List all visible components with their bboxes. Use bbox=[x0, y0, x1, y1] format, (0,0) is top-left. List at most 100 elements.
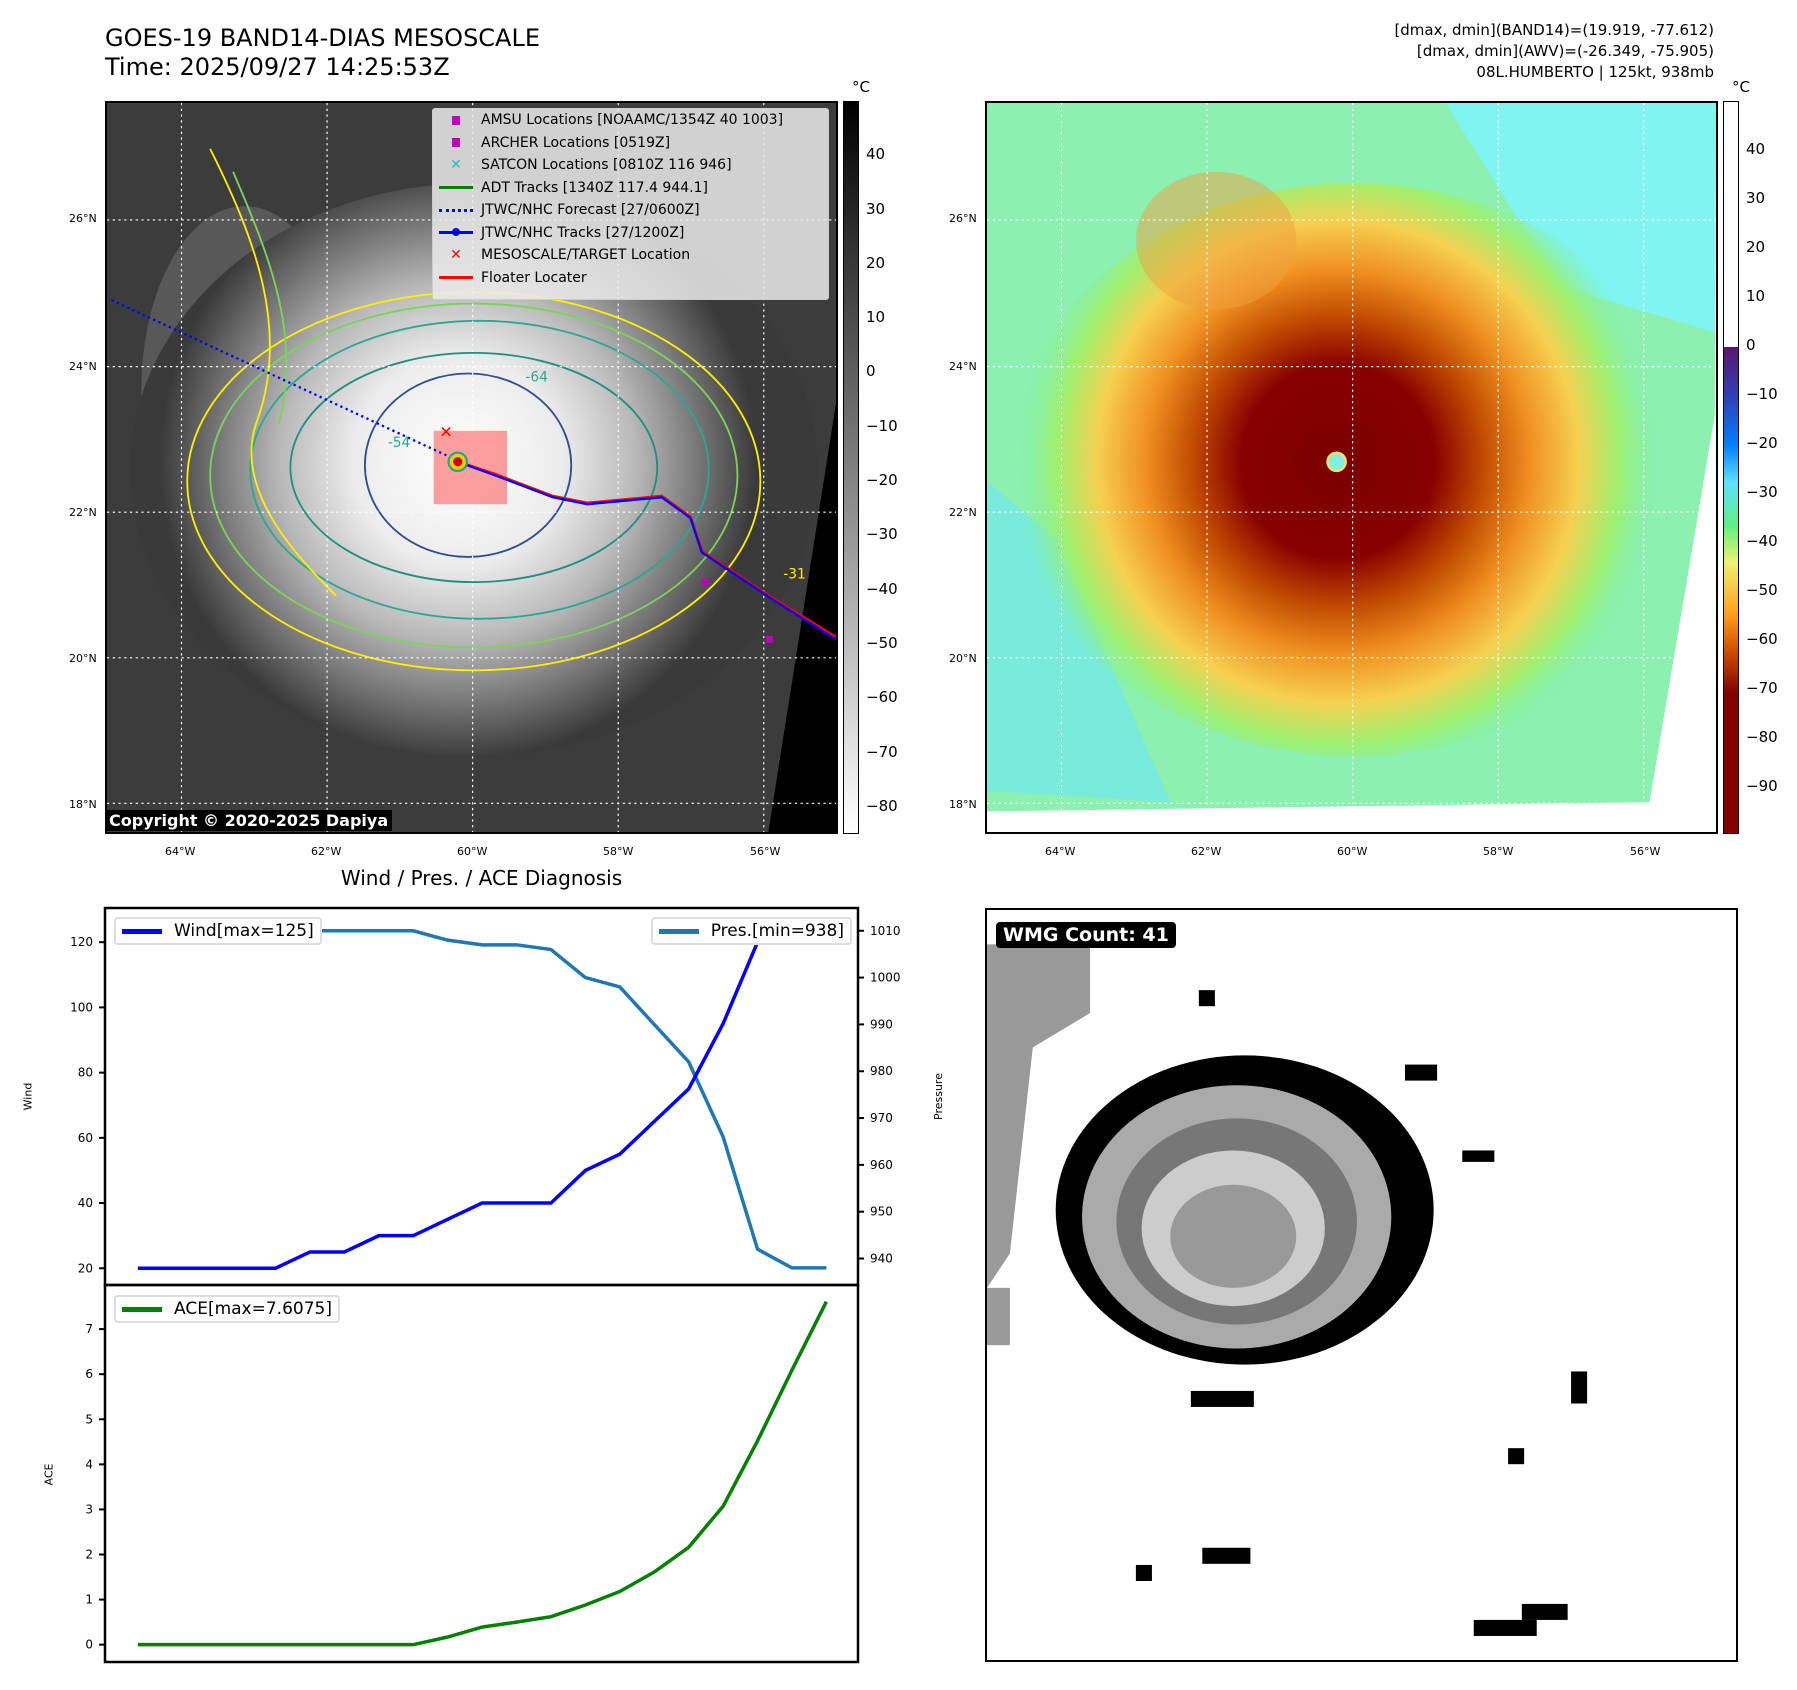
title-timestamp: Time: 2025/09/27 14:25:53Z bbox=[105, 53, 450, 81]
wmg-panel bbox=[985, 908, 1738, 1662]
legend-label: JTWC/NHC Tracks [27/1200Z] bbox=[481, 224, 685, 241]
legend-label: AMSU Locations [NOAAMC/1354Z 40 1003] bbox=[481, 112, 784, 129]
colorbar-tick: 0 bbox=[866, 362, 876, 381]
grayscale-colorbar bbox=[843, 101, 859, 834]
ir-enhanced-map bbox=[985, 101, 1718, 834]
storm-eye bbox=[1326, 451, 1347, 473]
y-tick-label: 7 bbox=[85, 1322, 93, 1336]
lat-label: 24°N bbox=[69, 360, 97, 373]
y-tick-label: 990 bbox=[870, 1017, 893, 1031]
wind-legend: Wind[max=125] bbox=[114, 917, 322, 945]
lat-label: 22°N bbox=[949, 506, 977, 519]
y-tick-label: 960 bbox=[870, 1158, 893, 1172]
target-marker: ✕ bbox=[439, 423, 452, 442]
chart-title: Wind / Pres. / ACE Diagnosis bbox=[340, 866, 623, 890]
line-icon bbox=[439, 182, 473, 194]
legend-label: JTWC/NHC Forecast [27/0600Z] bbox=[481, 202, 700, 219]
legend-label: MESOSCALE/TARGET Location bbox=[481, 247, 691, 264]
pressure-line bbox=[137, 924, 827, 1270]
amsu-marker bbox=[701, 578, 709, 586]
y-tick-label: 1010 bbox=[870, 924, 901, 938]
legend-item: JTWC/NHC Forecast [27/0600Z] bbox=[433, 199, 828, 222]
colorbar-tick: 40 bbox=[1746, 139, 1766, 158]
awv-minmax: [dmax, dmin](AWV)=(-26.349, -75.905) bbox=[1416, 42, 1714, 60]
colorbar-tick: −20 bbox=[866, 471, 898, 490]
y-tick-label: 3 bbox=[85, 1502, 93, 1516]
y-tick-label: 80 bbox=[78, 1066, 93, 1080]
lon-label: 58°W bbox=[1483, 845, 1514, 858]
ace-plot-frame bbox=[103, 1283, 860, 1664]
enhanced-map-image bbox=[987, 103, 1716, 832]
lon-label: 60°W bbox=[1337, 845, 1368, 858]
y-tick-label: 0 bbox=[85, 1638, 93, 1652]
colorbar-tick: 30 bbox=[1746, 188, 1766, 207]
archer-marker bbox=[766, 635, 773, 643]
colorbar-tick: −40 bbox=[1746, 531, 1778, 550]
y-tick-label: 20 bbox=[78, 1261, 93, 1275]
ace-line bbox=[137, 1300, 828, 1647]
lat-label: 24°N bbox=[949, 360, 977, 373]
legend-item: ✕ MESOSCALE/TARGET Location bbox=[433, 244, 828, 267]
colorbar-tick: −90 bbox=[1746, 776, 1778, 795]
colorbar-tick: −30 bbox=[1746, 482, 1778, 501]
y-tick-label: 5 bbox=[85, 1412, 93, 1426]
legend-label: SATCON Locations [0810Z 116 946] bbox=[481, 157, 732, 174]
colorbar-tick: 10 bbox=[1746, 286, 1766, 305]
square-marker-icon bbox=[439, 137, 473, 149]
lat-label: 26°N bbox=[949, 212, 977, 225]
colorbar-tick: −70 bbox=[1746, 678, 1778, 697]
title-line-1: GOES-19 BAND14-DIAS MESOSCALE bbox=[105, 24, 541, 52]
colorbar-tick: −80 bbox=[1746, 727, 1778, 746]
wmg-image bbox=[987, 910, 1736, 1660]
colorbar-tick: −50 bbox=[1746, 580, 1778, 599]
colorbar-tick: 40 bbox=[866, 145, 886, 164]
colorbar-tick: 20 bbox=[1746, 237, 1766, 256]
dotted-line-icon bbox=[439, 204, 473, 216]
y-tick-label: 60 bbox=[78, 1131, 93, 1145]
colorbar-tick: −30 bbox=[866, 525, 898, 544]
lat-label: 18°N bbox=[69, 798, 97, 811]
legend-item: AMSU Locations [NOAAMC/1354Z 40 1003] bbox=[433, 109, 828, 132]
colorbar-unit: °C bbox=[852, 78, 870, 96]
colorbar-tick: −80 bbox=[866, 796, 898, 815]
contour-label: -64 bbox=[525, 370, 547, 386]
legend-item: ARCHER Locations [0519Z] bbox=[433, 132, 828, 155]
y-tick-label: 1000 bbox=[870, 971, 901, 985]
contour-label: -31 bbox=[783, 567, 805, 583]
legend-item: ADT Tracks [1340Z 117.4 944.1] bbox=[433, 177, 828, 200]
lon-label: 58°W bbox=[603, 845, 634, 858]
legend-item: Floater Locater bbox=[433, 267, 828, 290]
y-tick-label: 2 bbox=[85, 1548, 93, 1562]
colorbar-tick: −40 bbox=[866, 579, 898, 598]
ace-legend-swatch bbox=[122, 1306, 162, 1312]
y-tick-label: 940 bbox=[870, 1252, 893, 1266]
legend-label: ADT Tracks [1340Z 117.4 944.1] bbox=[481, 179, 708, 196]
y-tick-label: 950 bbox=[870, 1205, 893, 1219]
colorbar-tick: 10 bbox=[866, 308, 886, 327]
colorbar-tick: 30 bbox=[866, 199, 886, 218]
x-marker-icon: ✕ bbox=[450, 157, 462, 174]
contour-label: -54 bbox=[388, 435, 410, 451]
jtwc-track bbox=[457, 460, 836, 641]
colorbar-tick: −10 bbox=[866, 416, 898, 435]
lon-label: 64°W bbox=[1045, 845, 1076, 858]
colorbar-tick: 20 bbox=[866, 253, 886, 272]
lon-label: 56°W bbox=[1630, 845, 1661, 858]
lon-label: 64°W bbox=[165, 845, 196, 858]
lat-label: 18°N bbox=[949, 798, 977, 811]
y-tick-label: 4 bbox=[85, 1457, 93, 1471]
y-tick-label: 970 bbox=[870, 1111, 893, 1125]
wmg-count-badge: WMG Count: 41 bbox=[996, 922, 1176, 948]
lon-label: 60°W bbox=[457, 845, 488, 858]
colorbar-tick: 0 bbox=[1746, 335, 1756, 354]
y-tick-label: 40 bbox=[78, 1196, 93, 1210]
lon-label: 62°W bbox=[1191, 845, 1222, 858]
map-legend: AMSU Locations [NOAAMC/1354Z 40 1003] ARC… bbox=[432, 108, 829, 300]
lon-label: 62°W bbox=[311, 845, 342, 858]
wind-line bbox=[137, 924, 827, 1271]
y-tick-label: 120 bbox=[70, 935, 93, 949]
pressure-legend: Pres.[min=938] bbox=[650, 917, 852, 945]
square-marker-icon bbox=[439, 114, 473, 126]
